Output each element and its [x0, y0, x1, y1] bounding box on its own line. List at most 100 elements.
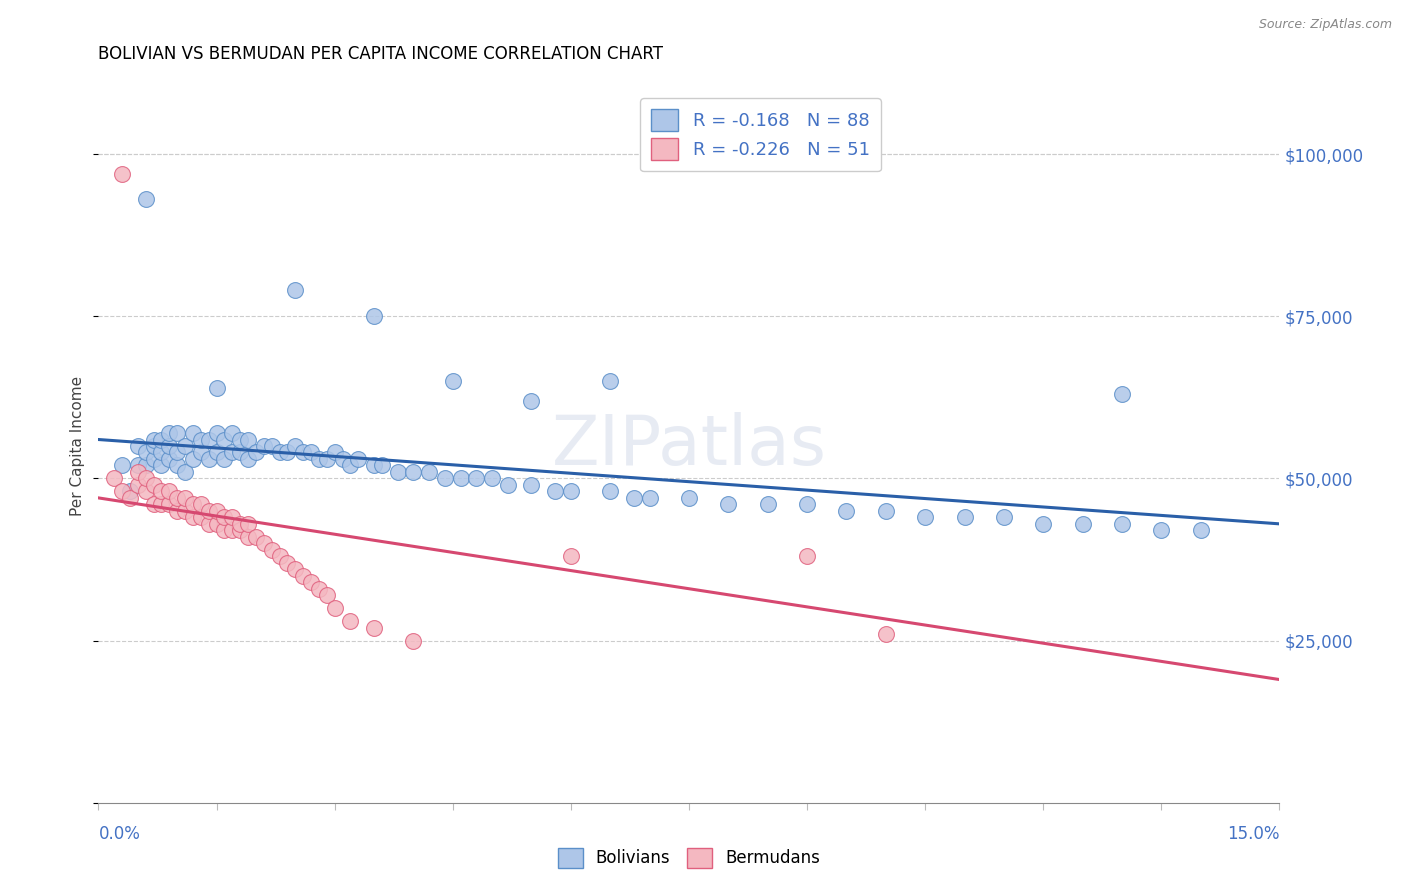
Point — [1032, 516, 1054, 531]
Point — [150, 497, 173, 511]
Point — [450, 471, 472, 485]
Point — [214, 510, 236, 524]
Point — [111, 167, 134, 181]
Point — [332, 452, 354, 467]
Point — [371, 458, 394, 473]
Point — [157, 484, 180, 499]
Point — [205, 425, 228, 440]
Point — [111, 458, 134, 473]
Point — [190, 510, 212, 524]
Point — [347, 452, 370, 467]
Text: 0.0%: 0.0% — [98, 825, 141, 843]
Point — [174, 465, 197, 479]
Point — [835, 504, 858, 518]
Point — [150, 484, 173, 499]
Point — [260, 542, 283, 557]
Point — [111, 484, 134, 499]
Point — [157, 452, 180, 467]
Point — [229, 516, 252, 531]
Point — [205, 445, 228, 459]
Point — [221, 524, 243, 538]
Point — [181, 452, 204, 467]
Point — [197, 452, 219, 467]
Point — [205, 516, 228, 531]
Point — [181, 497, 204, 511]
Point — [135, 458, 157, 473]
Point — [214, 433, 236, 447]
Point — [142, 439, 165, 453]
Point — [245, 530, 267, 544]
Point — [796, 549, 818, 564]
Text: BOLIVIAN VS BERMUDAN PER CAPITA INCOME CORRELATION CHART: BOLIVIAN VS BERMUDAN PER CAPITA INCOME C… — [98, 45, 664, 62]
Point — [253, 439, 276, 453]
Point — [190, 433, 212, 447]
Point — [756, 497, 779, 511]
Point — [166, 425, 188, 440]
Point — [1071, 516, 1094, 531]
Point — [221, 510, 243, 524]
Point — [150, 458, 173, 473]
Point — [953, 510, 976, 524]
Point — [260, 439, 283, 453]
Point — [276, 445, 298, 459]
Point — [875, 627, 897, 641]
Y-axis label: Per Capita Income: Per Capita Income — [70, 376, 86, 516]
Text: Source: ZipAtlas.com: Source: ZipAtlas.com — [1258, 18, 1392, 31]
Point — [560, 549, 582, 564]
Point — [127, 458, 149, 473]
Point — [717, 497, 740, 511]
Point — [875, 504, 897, 518]
Point — [181, 425, 204, 440]
Point — [433, 471, 456, 485]
Point — [142, 478, 165, 492]
Point — [157, 425, 180, 440]
Point — [520, 393, 543, 408]
Point — [166, 445, 188, 459]
Legend: Bolivians, Bermudans: Bolivians, Bermudans — [551, 841, 827, 875]
Point — [181, 510, 204, 524]
Point — [135, 471, 157, 485]
Point — [284, 283, 307, 297]
Point — [1150, 524, 1173, 538]
Point — [229, 524, 252, 538]
Text: 15.0%: 15.0% — [1227, 825, 1279, 843]
Point — [1111, 516, 1133, 531]
Point — [174, 439, 197, 453]
Point — [135, 445, 157, 459]
Point — [269, 445, 291, 459]
Point — [323, 445, 346, 459]
Point — [1111, 387, 1133, 401]
Point — [190, 445, 212, 459]
Point — [245, 445, 267, 459]
Point — [205, 504, 228, 518]
Point — [197, 433, 219, 447]
Point — [284, 562, 307, 576]
Point — [308, 582, 330, 596]
Point — [150, 433, 173, 447]
Point — [315, 452, 337, 467]
Text: ZIPatlas: ZIPatlas — [551, 412, 827, 480]
Point — [623, 491, 645, 505]
Point — [229, 433, 252, 447]
Point — [599, 374, 621, 388]
Point — [418, 465, 440, 479]
Point — [544, 484, 567, 499]
Point — [299, 575, 322, 590]
Point — [520, 478, 543, 492]
Point — [253, 536, 276, 550]
Point — [323, 601, 346, 615]
Point — [197, 504, 219, 518]
Point — [157, 439, 180, 453]
Point — [1189, 524, 1212, 538]
Point — [402, 633, 425, 648]
Point — [236, 516, 259, 531]
Point — [214, 452, 236, 467]
Point — [127, 478, 149, 492]
Point — [269, 549, 291, 564]
Point — [190, 497, 212, 511]
Point — [174, 504, 197, 518]
Point — [135, 484, 157, 499]
Point — [315, 588, 337, 602]
Point — [638, 491, 661, 505]
Point — [214, 524, 236, 538]
